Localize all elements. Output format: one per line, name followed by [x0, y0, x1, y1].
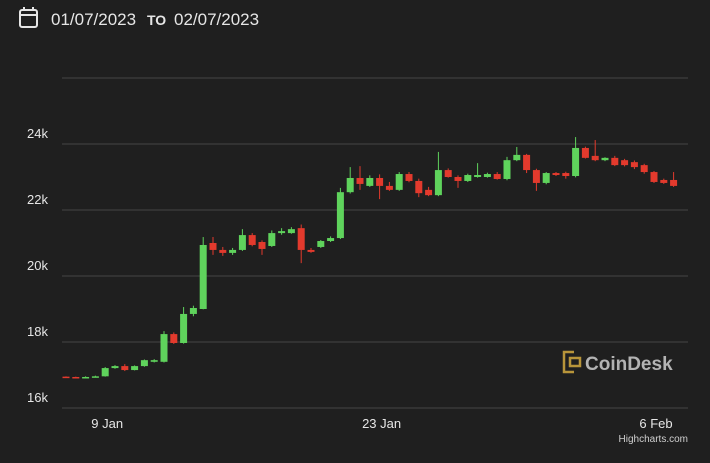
candle-body	[150, 360, 158, 362]
candle-body	[278, 231, 286, 234]
candle-body	[660, 179, 668, 183]
candle-body	[513, 154, 521, 161]
candle-body	[395, 174, 403, 190]
candle-body	[121, 366, 129, 371]
y-tick-label: 16k	[27, 390, 48, 405]
candle-body	[101, 368, 109, 377]
candle-body	[346, 177, 354, 193]
calendar-icon	[19, 7, 38, 28]
candle-body	[238, 235, 246, 250]
candle-body	[111, 366, 119, 369]
x-tick-label: 6 Feb	[639, 416, 672, 431]
candle-body	[523, 154, 531, 171]
y-tick-label: 24k	[27, 126, 48, 141]
candle-body	[405, 174, 413, 181]
candle-body	[385, 185, 393, 190]
candle-body	[189, 308, 197, 314]
y-tick-label: 20k	[27, 258, 48, 273]
candle-body	[532, 170, 540, 183]
candle-body	[248, 235, 256, 245]
candle-body	[91, 376, 99, 378]
candle-body	[454, 177, 462, 181]
candle-body	[572, 147, 580, 177]
candle-body	[464, 175, 472, 181]
candle-body	[630, 162, 638, 168]
watermark: CoinDesk	[585, 354, 673, 375]
x-tick-label: 9 Jan	[91, 416, 123, 431]
candle-body	[591, 155, 599, 161]
candle-body	[62, 376, 70, 379]
candle-body	[483, 174, 491, 177]
candle-body	[542, 173, 550, 183]
candle-body	[650, 172, 658, 182]
candle-body	[425, 189, 433, 196]
candle-body	[640, 165, 648, 173]
candle-body	[131, 366, 139, 371]
y-tick-label: 18k	[27, 324, 48, 339]
candle-body	[219, 249, 227, 253]
candle-body	[503, 160, 511, 179]
candle-body	[209, 243, 217, 250]
candle-body	[327, 238, 335, 242]
candle-body	[140, 360, 148, 367]
candle-body	[160, 334, 168, 362]
watermark-logo	[562, 350, 582, 374]
candle-body	[336, 192, 344, 239]
date-separator: TO	[147, 12, 166, 28]
credits: Highcharts.com	[619, 434, 688, 445]
candle-body	[268, 233, 276, 246]
candle-body	[82, 376, 90, 379]
candle-body	[307, 249, 315, 252]
candle-body	[297, 228, 305, 250]
candle-body	[581, 147, 589, 158]
candle-body	[562, 173, 570, 177]
candle-body	[72, 376, 80, 379]
candle-body	[287, 229, 295, 234]
date-to: 02/07/2023	[174, 10, 259, 29]
candle-body	[317, 241, 325, 247]
x-tick-label: 23 Jan	[362, 416, 401, 431]
candle-body	[601, 157, 609, 161]
candle-body	[366, 177, 374, 186]
candle-body	[170, 334, 178, 343]
candle-body	[474, 175, 482, 177]
candle-body	[493, 174, 501, 179]
candle-body	[670, 179, 678, 186]
candle-body	[552, 173, 560, 176]
y-tick-label: 22k	[27, 192, 48, 207]
candle-body	[180, 313, 188, 343]
date-from: 01/07/2023	[51, 10, 136, 29]
candle-body	[611, 157, 619, 166]
candle-body	[434, 170, 442, 196]
candle-body	[199, 244, 207, 309]
candle-body	[229, 249, 237, 253]
candle-body	[621, 160, 629, 166]
candle-body	[376, 177, 384, 186]
candle-body	[444, 170, 452, 177]
candle-body	[258, 242, 266, 249]
candle-body	[356, 177, 364, 184]
candle-body	[415, 180, 423, 194]
